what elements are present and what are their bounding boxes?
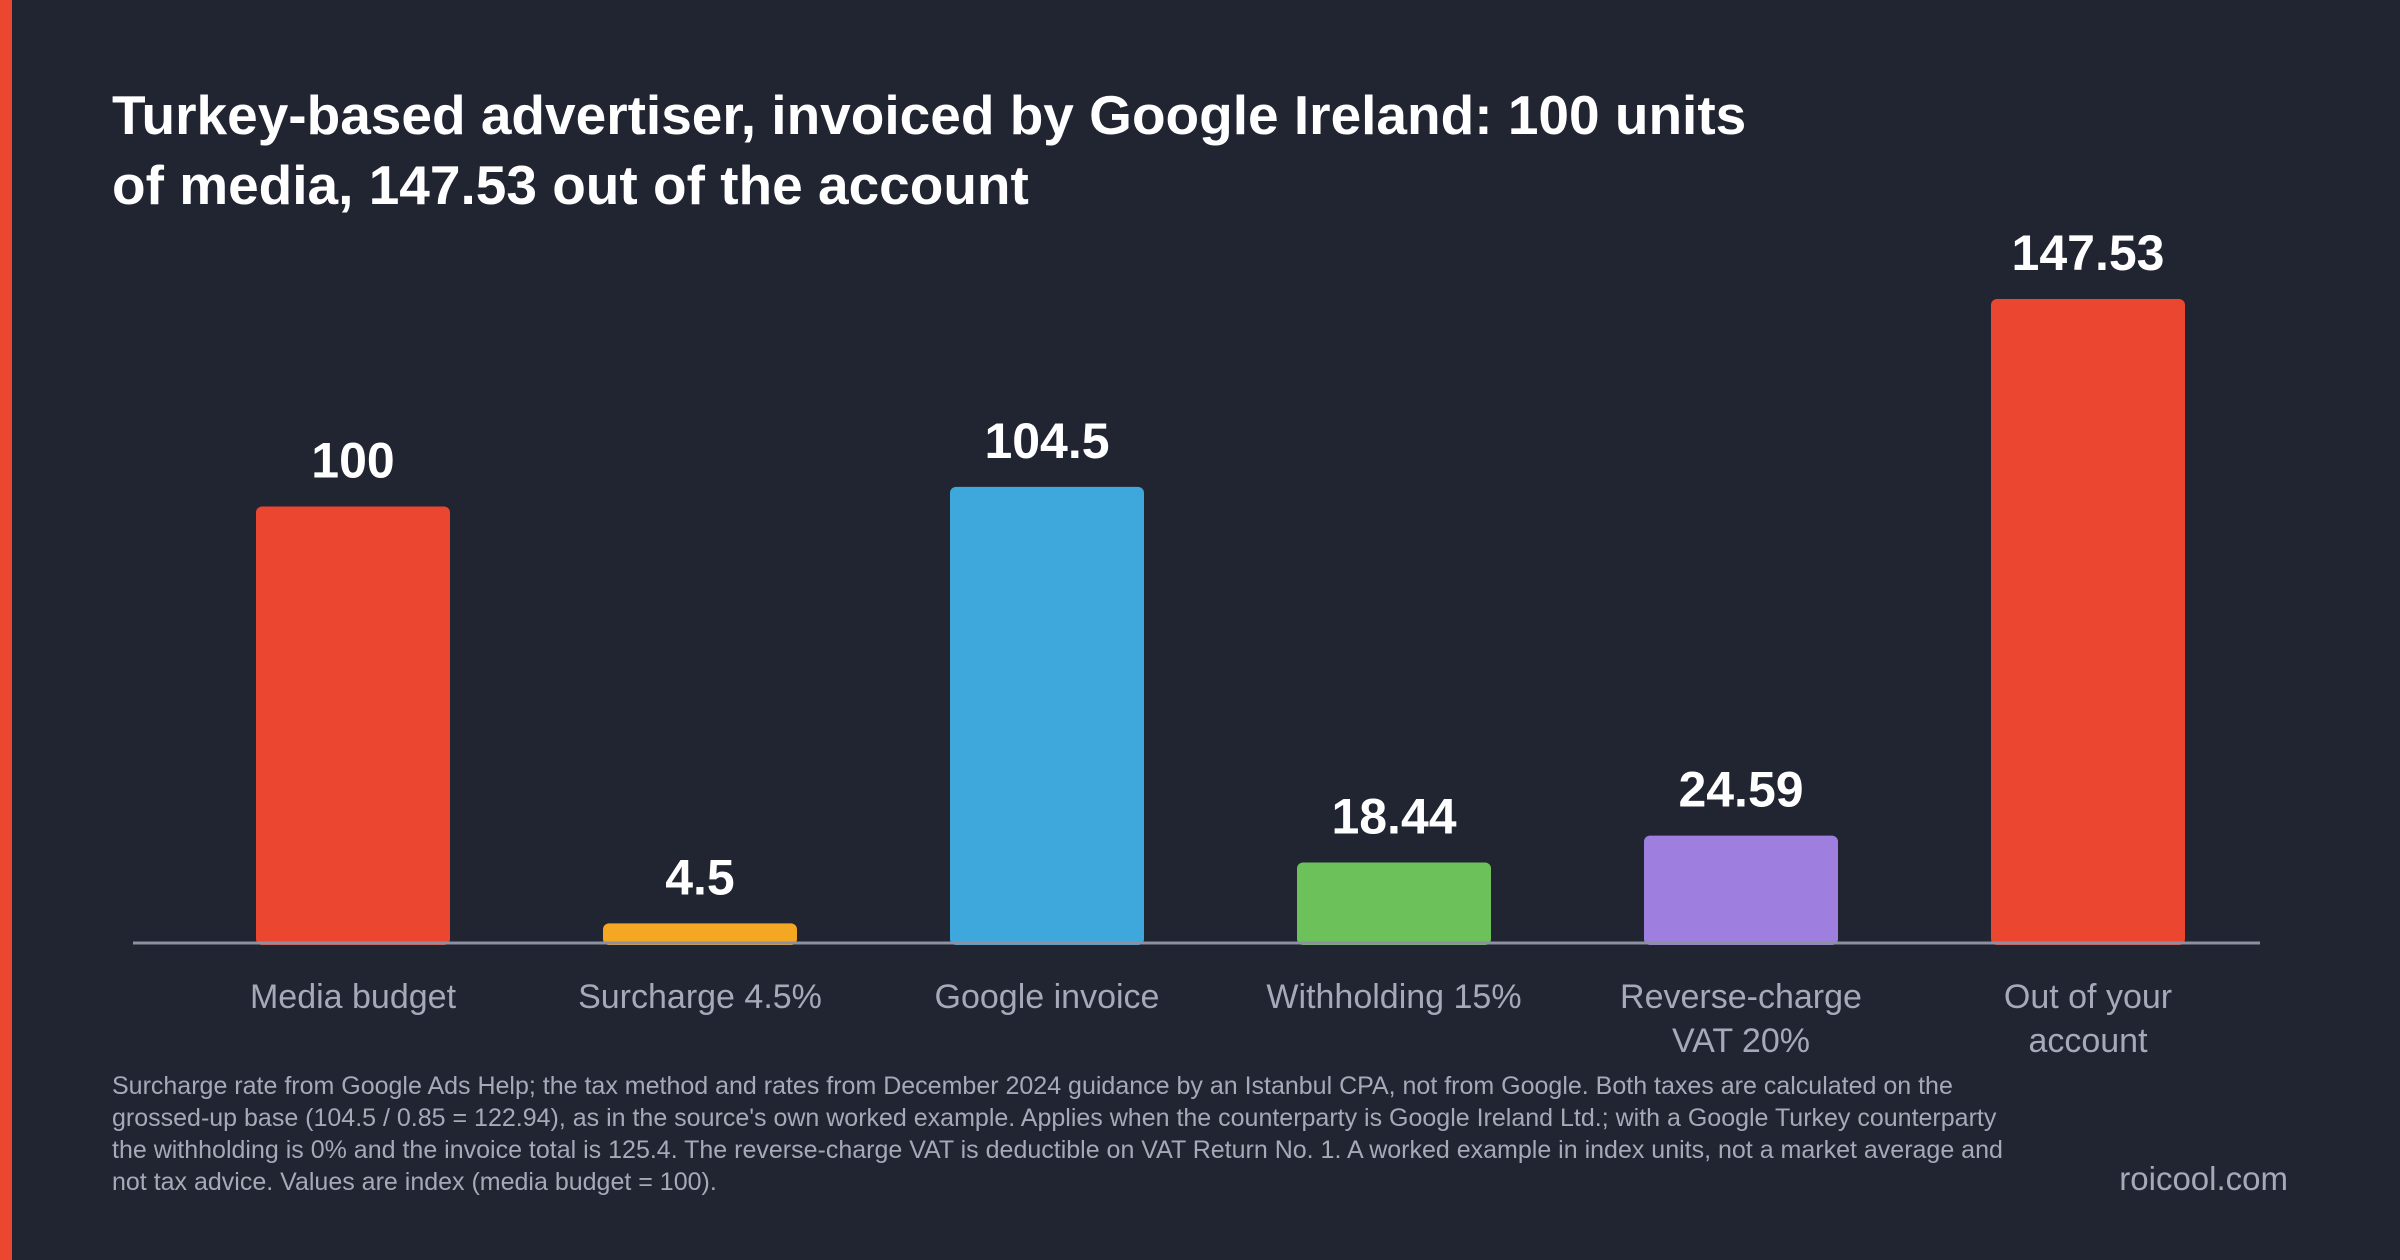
data-label-3: 18.44 <box>1331 789 1456 845</box>
data-label-group: 100 4.5 104.5 18.44 24.59 147.53 <box>311 225 2164 905</box>
category-label-4-line-1: VAT 20% <box>1672 1022 1810 1060</box>
category-label-3: Withholding 15% <box>1266 978 1521 1016</box>
data-label-2: 104.5 <box>984 413 1109 469</box>
bar-4 <box>1644 835 1838 945</box>
category-label-2: Google invoice <box>935 978 1160 1016</box>
footnote: Surcharge rate from Google Ads Help; the… <box>112 1072 2003 1196</box>
data-label-4: 24.59 <box>1678 762 1803 818</box>
bar-2 <box>950 486 1144 945</box>
data-label-1: 4.5 <box>665 849 735 905</box>
left-accent-bar <box>0 0 12 1260</box>
chart-title: Turkey-based advertiser, invoiced by Goo… <box>112 84 1747 216</box>
category-label-group: Media budget Surcharge 4.5% Google invoice… <box>250 978 2172 1060</box>
category-label-5-line-0: Out of your <box>2004 978 2172 1016</box>
category-label-4-line-0: Reverse-charge <box>1620 978 1862 1016</box>
brand-watermark: roicool.com <box>2119 1160 2288 1197</box>
category-label-1: Surcharge 4.5% <box>578 978 822 1016</box>
bar-3 <box>1297 862 1491 945</box>
category-label-0: Media budget <box>250 978 457 1016</box>
category-label-5-line-1: account <box>2028 1022 2148 1060</box>
bar-0 <box>256 506 450 945</box>
data-label-5: 147.53 <box>2012 225 2165 281</box>
bar-chart: 100 4.5 104.5 18.44 24.59 147.53 Media budget… <box>133 225 2260 1060</box>
bar-5 <box>1991 299 2185 945</box>
bar-1 <box>603 923 797 945</box>
bar-group <box>256 299 2185 945</box>
data-label-0: 100 <box>311 432 394 488</box>
